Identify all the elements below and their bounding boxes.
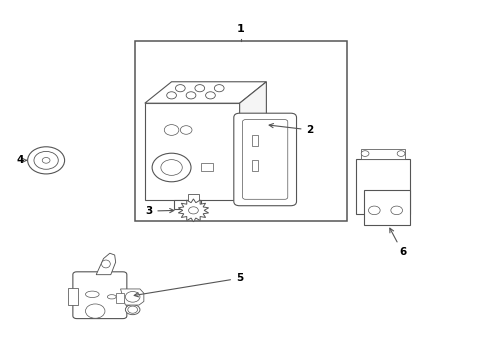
Polygon shape [144,82,266,103]
Ellipse shape [107,295,116,299]
Bar [68,288,78,305]
Circle shape [85,304,105,318]
Circle shape [175,85,185,92]
Bar [363,190,409,225]
Polygon shape [96,253,116,275]
Circle shape [361,151,368,157]
Bar [356,158,409,214]
Bar [361,149,404,158]
Circle shape [396,151,404,157]
Bar [144,103,239,200]
Circle shape [28,147,64,174]
Bar [116,293,124,303]
Ellipse shape [85,291,99,297]
Circle shape [214,85,224,92]
Bar [251,160,257,171]
Circle shape [42,157,50,163]
Circle shape [164,125,179,135]
Polygon shape [178,199,208,222]
Circle shape [125,292,140,302]
Bar [135,41,346,221]
Text: 5: 5 [134,273,243,297]
Text: 6: 6 [389,228,406,257]
Circle shape [368,206,379,215]
Text: 4: 4 [16,156,27,165]
Bar [201,163,212,171]
Text: 1: 1 [236,23,244,33]
FancyBboxPatch shape [73,272,126,319]
Text: 2: 2 [268,123,313,135]
Circle shape [34,152,58,169]
Ellipse shape [102,260,110,268]
Circle shape [152,153,191,182]
Circle shape [186,92,196,99]
FancyBboxPatch shape [233,113,296,206]
Polygon shape [239,82,266,200]
Bar [187,194,199,206]
Circle shape [195,85,204,92]
Polygon shape [120,289,143,305]
Circle shape [205,92,215,99]
Circle shape [161,159,182,175]
Circle shape [166,92,176,99]
Circle shape [188,207,198,214]
Circle shape [127,306,137,313]
Ellipse shape [125,305,140,315]
Bar [251,135,257,146]
Polygon shape [174,200,201,208]
FancyBboxPatch shape [242,120,287,199]
Text: 3: 3 [145,206,174,216]
Circle shape [180,126,192,134]
Circle shape [390,206,402,215]
